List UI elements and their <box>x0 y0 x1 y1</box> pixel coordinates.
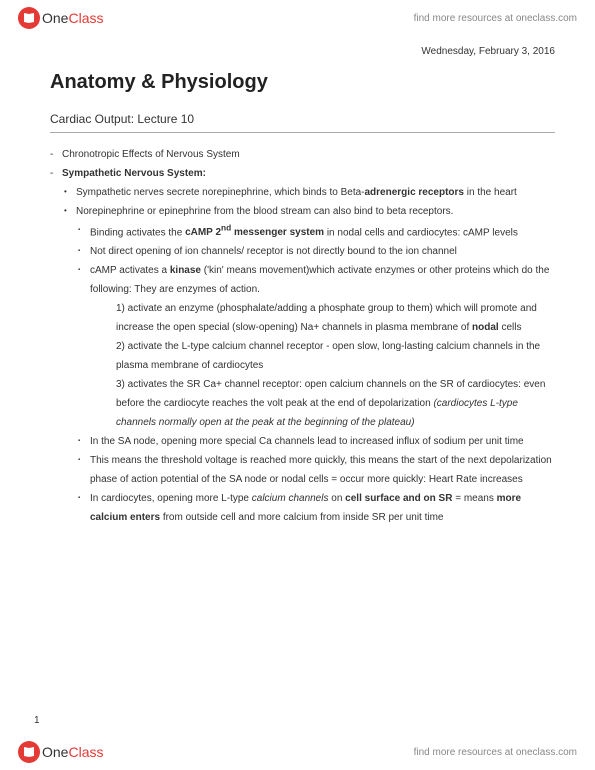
bullet-marker <box>104 299 116 337</box>
line-text: Sympathetic Nervous System: <box>62 164 555 183</box>
bullet-marker <box>50 145 62 164</box>
document-body: Chronotropic Effects of Nervous SystemSy… <box>50 145 555 527</box>
footer-tagline: find more resources at oneclass.com <box>414 747 577 758</box>
logo-word-one: One <box>42 744 68 760</box>
body-line: In the SA node, opening more special Ca … <box>78 432 555 451</box>
line-text: Chronotropic Effects of Nervous System <box>62 145 555 164</box>
logo-word-class: Class <box>68 744 103 760</box>
logo-icon <box>18 7 40 29</box>
document-content: Wednesday, February 3, 2016 Anatomy & Ph… <box>0 36 595 527</box>
body-line: 2) activate the L-type calcium channel r… <box>104 337 555 375</box>
body-line: 3) activates the SR Ca+ channel receptor… <box>104 375 555 432</box>
line-text: Not direct opening of ion channels/ rece… <box>90 242 555 261</box>
bullet-marker <box>78 451 90 489</box>
line-text: Sympathetic nerves secrete norepinephrin… <box>76 183 555 202</box>
logo-icon-footer <box>18 741 40 763</box>
logo-text-footer: OneClass <box>42 744 103 760</box>
document-title: Anatomy & Physiology <box>50 71 555 94</box>
line-text: In cardiocytes, opening more L-type calc… <box>90 489 555 527</box>
document-date: Wednesday, February 3, 2016 <box>50 46 555 57</box>
bullet-marker <box>78 261 90 299</box>
bullet-marker <box>78 489 90 527</box>
line-text: 3) activates the SR Ca+ channel receptor… <box>116 375 555 432</box>
body-line: Sympathetic Nervous System: <box>50 164 555 183</box>
line-text: In the SA node, opening more special Ca … <box>90 432 555 451</box>
brand-logo: OneClass <box>18 7 103 29</box>
bullet-marker <box>78 432 90 451</box>
bullet-marker <box>78 221 90 242</box>
bullet-marker <box>64 202 76 221</box>
bullet-marker <box>50 164 62 183</box>
bullet-marker <box>104 337 116 375</box>
logo-word-class: Class <box>68 10 103 26</box>
body-line: In cardiocytes, opening more L-type calc… <box>78 489 555 527</box>
line-text: This means the threshold voltage is reac… <box>90 451 555 489</box>
body-line: Norepinephrine or epinephrine from the b… <box>64 202 555 221</box>
document-subtitle: Cardiac Output: Lecture 10 <box>50 112 555 133</box>
body-line: 1) activate an enzyme (phosphalate/addin… <box>104 299 555 337</box>
bullet-marker <box>104 375 116 432</box>
body-line: Binding activates the cAMP 2nd messenger… <box>78 221 555 242</box>
line-text: Binding activates the cAMP 2nd messenger… <box>90 221 555 242</box>
line-text: cAMP activates a kinase ('kin' means mov… <box>90 261 555 299</box>
body-line: Not direct opening of ion channels/ rece… <box>78 242 555 261</box>
header-tagline: find more resources at oneclass.com <box>414 13 577 24</box>
logo-word-one: One <box>42 10 68 26</box>
bullet-marker <box>64 183 76 202</box>
body-line: cAMP activates a kinase ('kin' means mov… <box>78 261 555 299</box>
footer: OneClass find more resources at oneclass… <box>0 734 595 770</box>
line-text: 2) activate the L-type calcium channel r… <box>116 337 555 375</box>
body-line: Chronotropic Effects of Nervous System <box>50 145 555 164</box>
line-text: Norepinephrine or epinephrine from the b… <box>76 202 555 221</box>
line-text: 1) activate an enzyme (phosphalate/addin… <box>116 299 555 337</box>
book-icon <box>22 11 36 25</box>
brand-logo-footer: OneClass <box>18 741 103 763</box>
logo-text: OneClass <box>42 10 103 26</box>
bullet-marker <box>78 242 90 261</box>
body-line: This means the threshold voltage is reac… <box>78 451 555 489</box>
book-icon <box>22 745 36 759</box>
page-number: 1 <box>34 715 40 726</box>
header: OneClass find more resources at oneclass… <box>0 0 595 36</box>
body-line: Sympathetic nerves secrete norepinephrin… <box>64 183 555 202</box>
